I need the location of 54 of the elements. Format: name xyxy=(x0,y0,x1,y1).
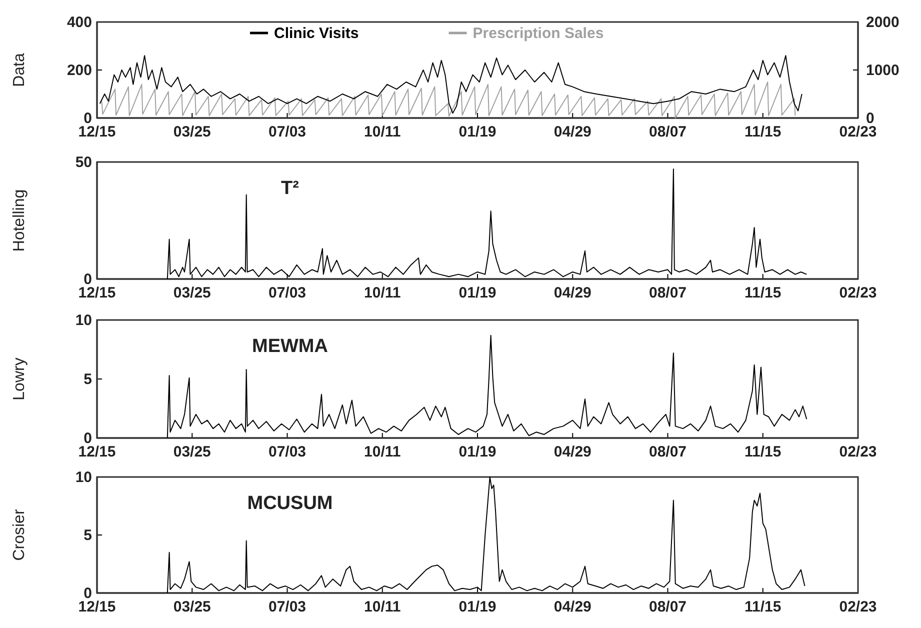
x-tick-label: 03/25 xyxy=(173,284,211,302)
y-tick-label: 10 xyxy=(75,312,92,329)
line-series xyxy=(166,476,806,594)
x-tick-label: 02/23 xyxy=(839,444,877,461)
annotation: MEWMA xyxy=(252,336,328,357)
line-series xyxy=(166,334,808,438)
y-axis-title: Data xyxy=(11,53,28,87)
y-tick-label: 50 xyxy=(75,154,92,171)
x-tick-label: 10/11 xyxy=(364,444,401,461)
x-tick-label: 11/15 xyxy=(744,284,782,302)
legend-label: Prescription Sales xyxy=(472,25,604,42)
x-tick-label: 08/07 xyxy=(648,598,687,616)
x-tick-label: 11/15 xyxy=(744,598,782,616)
x-tick-label: 07/03 xyxy=(268,124,306,141)
y2-tick-label: 2000 xyxy=(866,14,900,31)
line-series xyxy=(99,55,802,114)
x-tick-label: 10/11 xyxy=(364,598,401,616)
x-tick-label: 11/15 xyxy=(744,124,782,141)
x-tick-label: 01/19 xyxy=(458,124,496,141)
y-axis-title: Hotelling xyxy=(11,189,28,252)
x-tick-label: 07/03 xyxy=(268,598,306,616)
x-tick-label: 01/19 xyxy=(458,598,496,616)
x-tick-label: 01/19 xyxy=(458,284,496,302)
x-tick-label: 10/11 xyxy=(364,124,401,141)
x-tick-label: 03/25 xyxy=(173,444,211,461)
x-tick-label: 04/29 xyxy=(554,444,592,461)
line-series xyxy=(166,168,808,280)
legend-label: Clinic Visits xyxy=(274,25,359,42)
x-tick-label: 04/29 xyxy=(554,124,592,141)
y-tick-label: 5 xyxy=(84,526,92,544)
y-tick-label: 10 xyxy=(75,468,92,486)
y-axis-title: Lowry xyxy=(11,358,28,400)
x-tick-label: 08/07 xyxy=(648,284,687,302)
y-tick-label: 5 xyxy=(84,370,92,388)
y-axis-title: Crosier xyxy=(11,508,28,561)
y2-tick-label: 1000 xyxy=(866,62,900,79)
annotation: T² xyxy=(281,178,299,199)
x-tick-label: 02/23 xyxy=(839,598,877,616)
x-tick-label: 10/11 xyxy=(364,284,401,302)
x-tick-label: 08/07 xyxy=(648,444,687,461)
x-tick-label: 03/25 xyxy=(173,124,211,141)
x-tick-label: 02/23 xyxy=(839,284,877,302)
x-tick-label: 07/03 xyxy=(268,444,306,461)
y-tick-label: 200 xyxy=(66,62,92,79)
annotation: MCUSUM xyxy=(247,493,333,514)
x-tick-label: 11/15 xyxy=(744,444,782,461)
x-tick-label: 07/03 xyxy=(268,284,306,302)
x-tick-label: 01/19 xyxy=(458,444,496,461)
x-tick-label: 03/25 xyxy=(173,598,211,616)
y-tick-label: 400 xyxy=(66,14,92,31)
x-tick-label: 04/29 xyxy=(554,284,592,302)
line-series xyxy=(101,82,796,118)
x-tick-label: 08/07 xyxy=(648,124,687,141)
x-tick-label: 04/29 xyxy=(554,598,592,616)
